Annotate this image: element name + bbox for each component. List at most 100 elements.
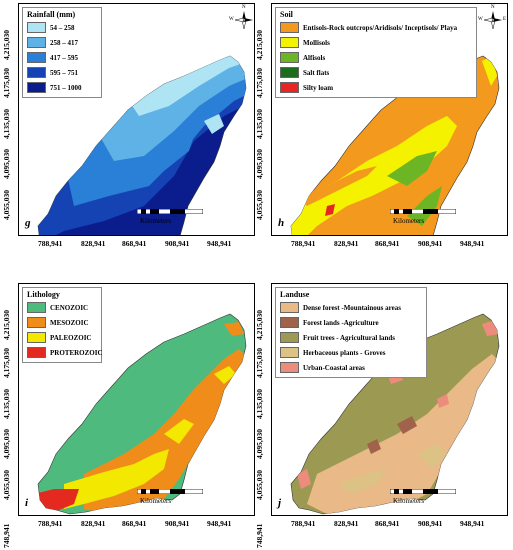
legend-item: MESOZOIC bbox=[27, 317, 97, 328]
y-tick-label: 4,215,030 bbox=[2, 310, 11, 340]
x-tick-label: 868,941 bbox=[375, 239, 400, 248]
legend-item: Fruit trees - Agricultural lands bbox=[280, 332, 422, 343]
panel-label: h bbox=[278, 217, 285, 229]
legend-swatch bbox=[27, 67, 46, 78]
x-tick-label: 948,941 bbox=[460, 239, 485, 248]
scale-bar: 0 10 20 40 60 Kilometers bbox=[137, 209, 227, 225]
legend-item: PALEOZOIC bbox=[27, 332, 97, 343]
y-tick-label: 4,215,030 bbox=[2, 30, 11, 60]
panel-label: g bbox=[25, 217, 31, 229]
y-tick-label: 4,095,030 bbox=[255, 429, 264, 459]
x-tick-label: 868,941 bbox=[122, 519, 147, 528]
legend-item: Forest lands -Agriculture bbox=[280, 317, 422, 328]
lithology-legend: Lithology CENOZOIC MESOZOIC PALEOZOIC PR… bbox=[22, 287, 103, 363]
legend-swatch bbox=[280, 332, 299, 343]
lithology-map bbox=[37, 313, 247, 515]
y-tick-label: 4,135,030 bbox=[255, 389, 264, 419]
x-tick-label: 908,941 bbox=[418, 519, 443, 528]
x-tick-label: 788,941 bbox=[38, 519, 63, 528]
soil-map bbox=[290, 55, 500, 235]
y-tick-label: 4,055,030 bbox=[2, 470, 11, 500]
legend-item: CENOZOIC bbox=[27, 302, 97, 313]
legend-swatch bbox=[280, 37, 299, 48]
legend-item: Alfisols bbox=[280, 52, 472, 63]
legend-item: Urban-Coastal areas bbox=[280, 362, 422, 373]
legend-item: 751 – 1000 bbox=[27, 82, 97, 93]
legend-swatch bbox=[280, 22, 299, 33]
y-tick-label: 4,095,030 bbox=[2, 429, 11, 459]
y-tick-label: 4,175,030 bbox=[255, 348, 264, 378]
panel-label: j bbox=[278, 497, 282, 509]
legend-title: Rainfall (mm) bbox=[27, 10, 76, 19]
rainfall-legend: Rainfall (mm) 54 – 258 258 – 417 417 – 5… bbox=[22, 7, 102, 98]
legend-item: Mollisols bbox=[280, 37, 472, 48]
x-tick-label: 948,941 bbox=[207, 519, 232, 528]
scale-bar: 0 10 20 40 60 Kilometers bbox=[390, 489, 480, 505]
x-tick-label: 868,941 bbox=[122, 239, 147, 248]
y-tick-label: 4,135,030 bbox=[2, 389, 11, 419]
legend-swatch bbox=[280, 302, 299, 313]
x-tick-label: 908,941 bbox=[418, 239, 443, 248]
y-tick-label: 748,941 bbox=[2, 523, 11, 548]
legend-item: 258 – 417 bbox=[27, 37, 97, 48]
legend-swatch bbox=[280, 317, 299, 328]
y-tick-label: 4,095,030 bbox=[2, 149, 11, 179]
y-tick-label: 4,215,030 bbox=[255, 310, 264, 340]
x-tick-label: 828,941 bbox=[81, 239, 106, 248]
legend-swatch bbox=[280, 82, 299, 93]
landuse-legend: Landuse Dense forest -Mountainous areas … bbox=[275, 287, 427, 378]
x-tick-label: 788,941 bbox=[291, 519, 316, 528]
legend-swatch bbox=[280, 67, 299, 78]
x-tick-label: 908,941 bbox=[165, 239, 190, 248]
legend-item: Entisols-Rock outcrops/Aridisols/ Incept… bbox=[280, 22, 472, 33]
legend-item: 417 – 595 bbox=[27, 52, 97, 63]
y-tick-label: 748,941 bbox=[255, 523, 264, 548]
x-tick-label: 948,941 bbox=[207, 239, 232, 248]
legend-item: 54 – 258 bbox=[27, 22, 97, 33]
rainfall-map bbox=[37, 55, 247, 235]
legend-item: Salt flats bbox=[280, 67, 472, 78]
x-tick-label: 948,941 bbox=[460, 519, 485, 528]
map-panel-rainfall: Rainfall (mm) 54 – 258 258 – 417 417 – 5… bbox=[18, 3, 255, 236]
legend-item: Herbaceous plants - Groves bbox=[280, 347, 422, 358]
x-tick-label: 868,941 bbox=[375, 519, 400, 528]
map-panel-landuse: Landuse Dense forest -Mountainous areas … bbox=[271, 283, 508, 516]
map-panel-lithology: Lithology CENOZOIC MESOZOIC PALEOZOIC PR… bbox=[18, 283, 255, 516]
y-tick-label: 4,215,030 bbox=[255, 30, 264, 60]
y-tick-label: 4,055,030 bbox=[255, 470, 264, 500]
north-arrow-icon: N W E bbox=[229, 5, 254, 32]
panel-label: i bbox=[25, 497, 29, 509]
legend-swatch bbox=[27, 37, 46, 48]
y-tick-label: 4,135,030 bbox=[255, 109, 264, 139]
map-panel-soil: Soil Entisols-Rock outcrops/Aridisols/ I… bbox=[271, 3, 508, 236]
scale-bar: 0 10 20 40 60 Kilometers bbox=[137, 489, 227, 505]
legend-swatch bbox=[280, 347, 299, 358]
legend-title: Lithology bbox=[27, 290, 60, 299]
legend-swatch bbox=[27, 302, 46, 313]
y-tick-label: 4,095,030 bbox=[255, 149, 264, 179]
legend-swatch bbox=[27, 332, 46, 343]
legend-swatch bbox=[280, 362, 299, 373]
legend-item: 595 – 751 bbox=[27, 67, 97, 78]
landuse-map bbox=[290, 313, 500, 515]
legend-item: Dense forest -Mountainous areas bbox=[280, 302, 422, 313]
legend-swatch bbox=[27, 52, 46, 63]
x-tick-label: 828,941 bbox=[81, 519, 106, 528]
legend-item: PROTEROZOIC bbox=[27, 347, 103, 358]
legend-swatch bbox=[27, 82, 46, 93]
y-tick-label: 4,135,030 bbox=[2, 109, 11, 139]
y-tick-label: 4,175,030 bbox=[255, 68, 264, 98]
legend-title: Landuse bbox=[280, 290, 310, 299]
y-tick-label: 4,175,030 bbox=[2, 348, 11, 378]
x-tick-label: 908,941 bbox=[165, 519, 190, 528]
x-tick-label: 828,941 bbox=[334, 239, 359, 248]
legend-item: Silty loam bbox=[280, 82, 472, 93]
legend-title: Soil bbox=[280, 10, 293, 19]
legend-swatch bbox=[280, 52, 299, 63]
legend-swatch bbox=[27, 317, 46, 328]
y-tick-label: 4,175,030 bbox=[2, 68, 11, 98]
legend-swatch bbox=[27, 22, 46, 33]
north-arrow-icon: N W E bbox=[478, 5, 506, 32]
x-tick-label: 828,941 bbox=[334, 519, 359, 528]
soil-legend: Soil Entisols-Rock outcrops/Aridisols/ I… bbox=[275, 7, 477, 98]
